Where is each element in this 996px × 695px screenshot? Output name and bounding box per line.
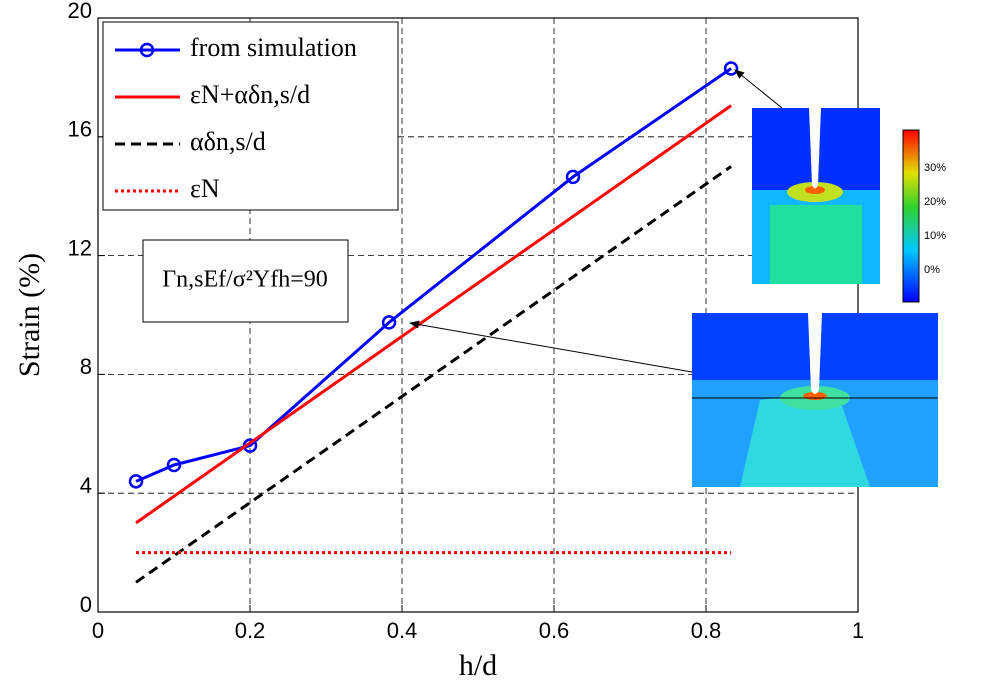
x-tick-label: 0.8 (691, 618, 722, 643)
series-line (135, 104, 732, 525)
y-tick-label: 12 (68, 235, 92, 260)
legend-label: αδn,s/d (190, 127, 266, 156)
y-tick-label: 20 (68, 0, 92, 23)
legend-label: εN (190, 174, 220, 203)
x-tick-label: 0.4 (387, 618, 418, 643)
x-axis-label: h/d (459, 649, 497, 682)
y-tick-label: 16 (68, 117, 92, 142)
colorbar (902, 129, 920, 303)
inset-top (752, 108, 880, 284)
colorbar-label: 20% (924, 196, 946, 208)
arrow (409, 320, 693, 373)
annotation: Γn,sEf/σ²Yfh=90 (162, 267, 328, 293)
colorbar-label: 0% (924, 264, 940, 276)
arrow (734, 69, 783, 109)
y-tick-label: 0 (80, 592, 92, 617)
colorbar-label: 10% (924, 230, 946, 242)
data-point (381, 315, 397, 330)
legend-marker (139, 42, 155, 58)
y-tick-label: 8 (80, 354, 92, 379)
legend-label: εN+αδn,s/d (190, 80, 310, 109)
data-point (723, 61, 739, 76)
inset-bottom (692, 313, 938, 487)
series-line (135, 165, 732, 584)
data-point (565, 169, 581, 185)
data-point (128, 474, 144, 489)
x-tick-label: 1 (852, 618, 864, 643)
x-tick-label: 0 (92, 618, 104, 643)
colorbar-label: 30% (924, 162, 946, 174)
x-tick-label: 0.2 (235, 618, 266, 643)
y-axis-label: Strain (%) (13, 253, 46, 377)
legend-label: from simulation (190, 33, 357, 62)
y-tick-label: 4 (80, 473, 92, 498)
x-tick-label: 0.6 (539, 618, 570, 643)
data-point (166, 457, 182, 473)
annotation-box (142, 239, 349, 323)
